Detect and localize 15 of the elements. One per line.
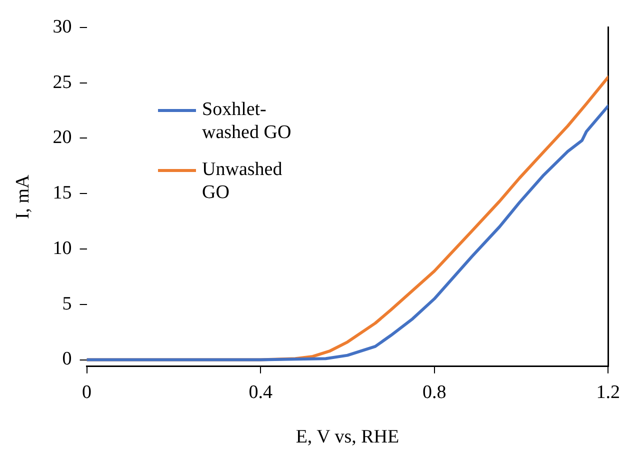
y-tick-label: 0 [62, 348, 72, 370]
legend-label: Unwashed GO [202, 158, 284, 204]
x-tick-label: 0 [82, 382, 92, 403]
y-tick-label: 30 [52, 16, 72, 38]
legend-label: Soxhlet-washed GO [202, 98, 292, 144]
y-axis-title: I, mA [12, 174, 34, 220]
x-tick-label: 0.8 [422, 382, 446, 403]
x-tick-label: 1.2 [596, 382, 620, 403]
y-tick-label: 5 [62, 293, 72, 314]
y-tick-label: 10 [52, 238, 72, 259]
y-tick-label: 20 [52, 127, 72, 148]
y-tick-label: 15 [52, 182, 72, 204]
x-tick-label: 0.4 [248, 382, 273, 403]
x-axis-title: E, V vs, RHE [296, 426, 400, 448]
y-tick-label: 25 [52, 72, 72, 93]
